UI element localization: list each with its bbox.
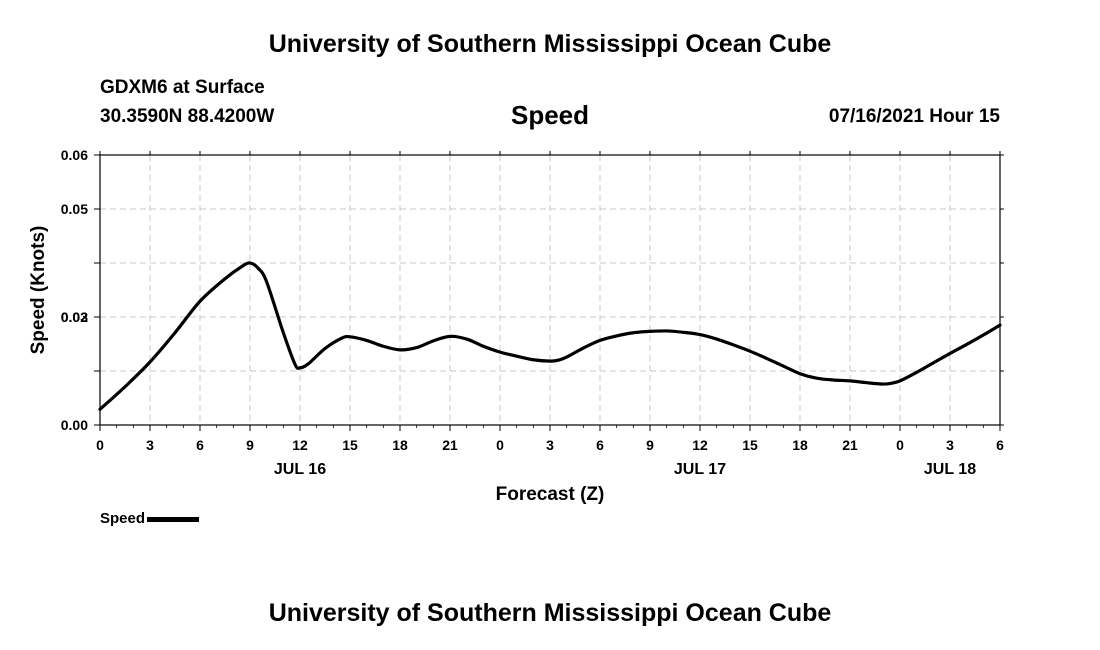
x-tick-label: 0: [96, 437, 104, 453]
x-date-labels: JUL 16 JUL 17 JUL 18: [274, 461, 976, 478]
x-tick-label: 18: [792, 437, 808, 453]
x-tick-label: 21: [442, 437, 458, 453]
x-axis-ticks: 0 3 6 9 12 15 18 21 0 3 6 9 12 15 18 21 0 3 6: [96, 151, 1004, 453]
x-tick-label: 9: [646, 437, 654, 453]
station-label: GDXM6 at Surface: [100, 77, 265, 98]
y-axis-label: Speed (Knots): [28, 226, 49, 355]
y-tick-label: 0.03: [61, 309, 88, 325]
x-tick-label: 21: [842, 437, 858, 453]
x-tick-label: 0: [896, 437, 904, 453]
y-tick-label: 0.05: [61, 201, 88, 217]
x-tick-label: 3: [946, 437, 954, 453]
x-axis-label: Forecast (Z): [496, 484, 605, 505]
x-tick-label: 9: [246, 437, 254, 453]
legend: Speed: [100, 510, 200, 527]
x-tick-label: 15: [742, 437, 758, 453]
y-tick-label: 0.02: [61, 309, 88, 325]
x-tick-label: 3: [546, 437, 554, 453]
y-tick-label: 0.06: [61, 147, 88, 163]
x-tick-label: 3: [146, 437, 154, 453]
x-tick-label: 15: [342, 437, 358, 453]
x-tick-label: 18: [392, 437, 408, 453]
x-tick-label: 0: [496, 437, 504, 453]
x-date-label: JUL 16: [274, 461, 326, 478]
x-tick-label: 6: [596, 437, 604, 453]
y-axis-ticks: 0.00 0.020.03 0.05 0.06: [61, 147, 1004, 433]
y-tick-label: 0.00: [61, 417, 88, 433]
datetime-label: 07/16/2021 Hour 15: [828, 106, 1000, 127]
grid-lines: [100, 155, 1000, 425]
coordinates-label: 30.3590N 88.4200W: [100, 106, 275, 127]
series-group: [98, 261, 1002, 411]
x-date-label: JUL 17: [674, 461, 726, 478]
bottom-title: University of Southern Mississippi Ocean…: [268, 599, 832, 627]
series-line-speed: [98, 261, 1002, 411]
x-tick-label: 12: [292, 437, 308, 453]
top-title: University of Southern Mississippi Ocean…: [268, 30, 832, 58]
x-tick-label: 12: [692, 437, 708, 453]
legend-line-swatch: [147, 516, 200, 522]
x-tick-label: 6: [196, 437, 204, 453]
x-date-label: JUL 18: [924, 461, 976, 478]
chart-title: Speed: [510, 100, 590, 130]
x-tick-label: 6: [996, 437, 1004, 453]
legend-label: Speed: [100, 510, 146, 527]
